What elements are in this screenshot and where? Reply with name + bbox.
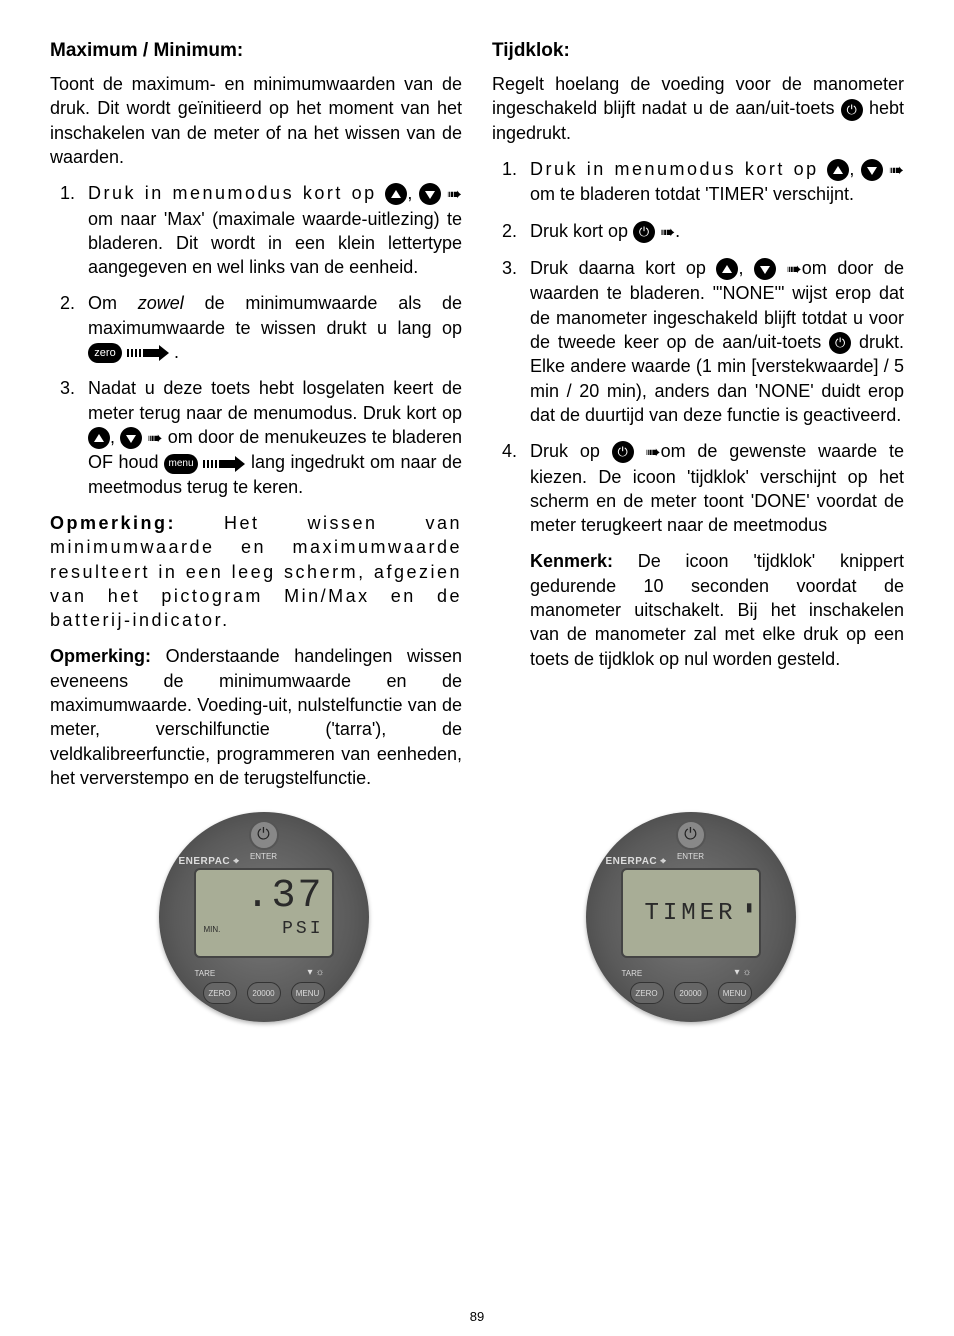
rstep3-a: Druk daarna kort op <box>530 258 716 278</box>
rstep4-a: Druk op <box>530 441 612 461</box>
right-step-3: Druk daarna kort op , ➠om door de waarde… <box>530 256 904 427</box>
short-arrow-icon: ➠ <box>889 158 904 182</box>
down-icon <box>861 159 883 181</box>
feature-label: Kenmerk: <box>530 551 613 571</box>
gauge-enter-label: ENTER <box>677 852 704 861</box>
rstep2-a: Druk kort op <box>530 221 633 241</box>
left-step-1: Druk in menumodus kort op , ➠ om naar 'M… <box>88 181 462 279</box>
rstep1-b: om te bladeren totdat 'TIMER' verschijnt… <box>530 184 854 204</box>
battery-icon: ▮ <box>746 900 753 914</box>
note2-body: Onderstaande handelingen wissen eveneens… <box>50 646 462 787</box>
right-intro: Regelt hoelang de voeding voor de manome… <box>492 72 904 145</box>
step3-text-a: Nadat u deze toets hebt losgelaten keert… <box>88 378 462 422</box>
step2-text-c: . <box>174 342 179 362</box>
right-feature: Kenmerk: De icoon 'tijdklok' knippert ge… <box>492 549 904 670</box>
up-icon <box>716 258 738 280</box>
gauge-row: ⏻ ENTER ENERPAC ⌖ .37 MIN. PSI TARE ▾ ☼ … <box>50 812 904 1022</box>
right-step-2: Druk kort op ➠. <box>530 219 904 244</box>
lcd-timer-text: TIMER <box>623 870 759 927</box>
note2-label: Opmerking: <box>50 646 151 666</box>
short-arrow-icon: ➠ <box>787 257 802 281</box>
up-icon <box>827 159 849 181</box>
gauge-tare-label: TARE <box>195 969 216 978</box>
short-arrow-icon: ➠ <box>660 220 675 244</box>
right-column: Tijdklok: Regelt hoelang de voeding voor… <box>492 40 904 802</box>
left-intro: Toont de maximum- en minimumwaarden van … <box>50 72 462 169</box>
long-arrow-icon <box>203 457 245 471</box>
left-heading: Maximum / Minimum: <box>50 40 462 62</box>
rstep1-a: Druk in menumodus kort op <box>530 159 827 179</box>
left-step-2: Om zowel de minimumwaarde als de maximum… <box>88 291 462 364</box>
left-note-1: Opmerking: Het wissen van minimumwaarde … <box>50 511 462 632</box>
gauge-small-icons: ▾ ☼ <box>308 967 325 978</box>
short-arrow-icon: ➠ <box>147 426 162 450</box>
up-icon <box>385 183 407 205</box>
power-icon <box>829 332 851 354</box>
gauge-zero-button: ZERO <box>630 982 664 1004</box>
up-icon <box>88 427 110 449</box>
long-arrow-icon <box>127 346 169 360</box>
left-step-3: Nadat u deze toets hebt losgelaten keert… <box>88 376 462 499</box>
power-icon <box>633 221 655 243</box>
zero-icon: zero <box>88 343 122 363</box>
gauge-left-screen: .37 MIN. PSI <box>194 868 334 958</box>
step2-italic: zowel <box>138 293 184 313</box>
gauge-enter-label: ENTER <box>250 852 277 861</box>
power-icon <box>841 99 863 121</box>
gauge-brand: ENERPAC ⌖ <box>179 856 240 867</box>
page-number: 89 <box>470 1309 484 1324</box>
note1-label: Opmerking: <box>50 513 176 533</box>
gauge-mid-button: 20000 <box>247 982 281 1004</box>
gauge-right: ⏻ ENTER ENERPAC ⌖ TIMER ▮ TARE ▾ ☼ ZERO … <box>586 812 796 1022</box>
step2-text-a: Om <box>88 293 138 313</box>
down-icon <box>754 258 776 280</box>
left-note-2: Opmerking: Onderstaande handelingen wiss… <box>50 644 462 790</box>
power-icon <box>612 441 634 463</box>
gauge-zero-button: ZERO <box>203 982 237 1004</box>
step1-text-a: Druk in menumodus kort op <box>88 183 385 203</box>
gauge-power-button: ⏻ <box>249 820 279 850</box>
gauge-menu-button: MENU <box>291 982 325 1004</box>
left-column: Maximum / Minimum: Toont de maximum- en … <box>50 40 462 802</box>
right-heading: Tijdklok: <box>492 40 904 62</box>
short-arrow-icon: ➠ <box>646 440 661 464</box>
gauge-small-icons: ▾ ☼ <box>735 967 752 978</box>
right-step-4: Druk op ➠om de gewenste waarde te kiezen… <box>530 439 904 537</box>
right-step-1: Druk in menumodus kort op , ➠ om te blad… <box>530 157 904 207</box>
rstep2-b: . <box>675 221 680 241</box>
menu-icon: menu <box>164 454 198 474</box>
right-steps: Druk in menumodus kort op , ➠ om te blad… <box>492 157 904 538</box>
gauge-right-screen: TIMER ▮ <box>621 868 761 958</box>
lcd-big-value: .37 <box>196 870 332 919</box>
gauge-left: ⏻ ENTER ENERPAC ⌖ .37 MIN. PSI TARE ▾ ☼ … <box>159 812 369 1022</box>
left-steps: Druk in menumodus kort op , ➠ om naar 'M… <box>50 181 462 499</box>
gauge-brand: ENERPAC ⌖ <box>606 856 667 867</box>
step1-text-b: om naar 'Max' (maximale waarde-uitlezing… <box>88 209 462 278</box>
short-arrow-icon: ➠ <box>447 182 462 206</box>
gauge-mid-button: 20000 <box>674 982 708 1004</box>
down-icon <box>120 427 142 449</box>
lcd-min-label: MIN. <box>204 925 221 934</box>
gauge-power-button: ⏻ <box>676 820 706 850</box>
down-icon <box>419 183 441 205</box>
gauge-tare-label: TARE <box>622 969 643 978</box>
gauge-menu-button: MENU <box>718 982 752 1004</box>
